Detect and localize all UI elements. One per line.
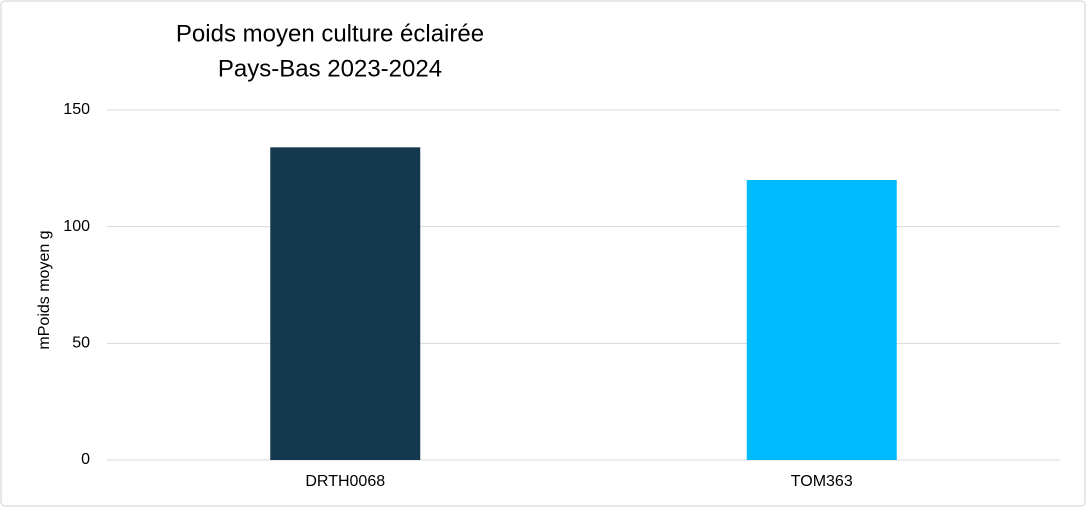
bar (746, 180, 897, 460)
chart-title: Poids moyen culture éclairée (176, 20, 484, 47)
y-tick-label: 50 (72, 335, 90, 352)
y-tick-label: 0 (81, 451, 90, 468)
chart-subtitle: Pays-Bas 2023-2024 (218, 55, 442, 82)
x-tick-label: TOM363 (791, 473, 853, 490)
y-axis-label: mPoids moyen g (36, 230, 53, 349)
bar (270, 147, 421, 461)
x-tick-label: DRTH0068 (305, 473, 385, 490)
y-tick-label: 150 (63, 101, 90, 118)
y-tick-label: 100 (63, 218, 90, 235)
